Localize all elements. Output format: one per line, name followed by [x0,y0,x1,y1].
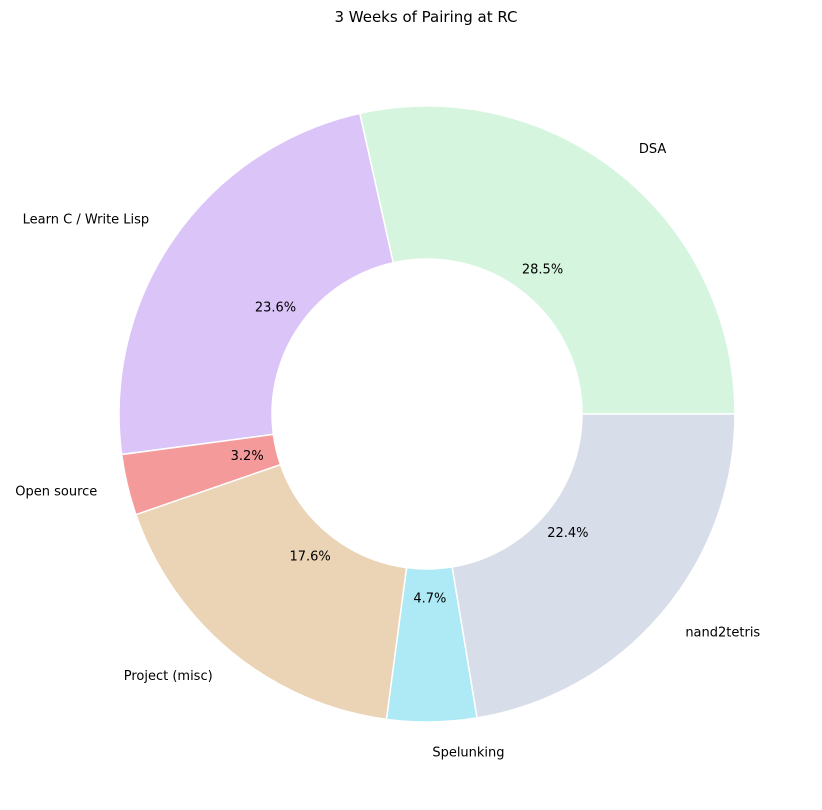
slice-label-learn-c-write-lisp: Learn C / Write Lisp [23,213,150,228]
slice-nand2tetris [451,413,736,719]
pct-label-nand2tetris: 22.4% [547,526,588,541]
pct-label-spelunking: 4.7% [413,591,446,606]
slice-dsa [358,105,736,415]
pct-label-learn-c-write-lisp: 23.6% [255,301,296,316]
slices-layer [118,105,736,723]
slice-label-open-source: Open source [15,485,97,500]
pct-label-project-misc: 17.6% [289,550,330,565]
labels-layer: DSA 28.5% Learn C / Write Lisp 23.6% Open so… [15,142,760,760]
slice-label-spelunking: Spelunking [432,745,504,760]
slice-project-misc [134,463,408,721]
slice-learn-c-write-lisp [118,112,395,456]
slice-label-dsa: DSA [639,142,667,157]
chart-title: 3 Weeks of Pairing at RC [334,8,517,26]
slice-label-nand2tetris: nand2tetris [685,626,760,641]
pct-label-open-source: 3.2% [231,449,264,464]
slice-label-project-misc: Project (misc) [124,669,213,684]
pct-label-dsa: 28.5% [522,262,563,277]
